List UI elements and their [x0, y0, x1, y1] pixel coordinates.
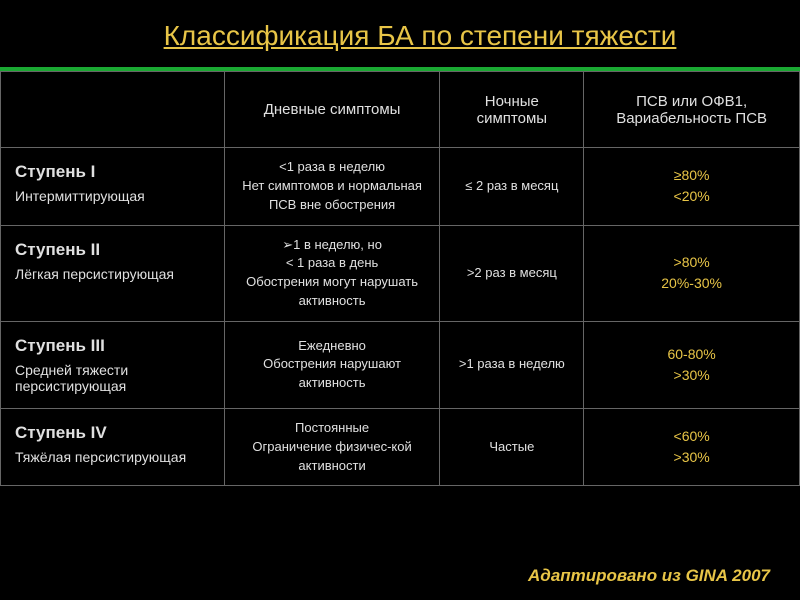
stage-cell: Ступень I Интермиттирующая — [1, 148, 225, 226]
day-line: ➢1 в неделю, но — [233, 236, 432, 255]
psv-line: 60-80% — [592, 344, 791, 365]
day-line: Обострения могут нарушать активность — [233, 273, 432, 311]
table-row: Ступень III Средней тяжести персистирующ… — [1, 321, 800, 408]
stage-title: Ступень III — [15, 336, 214, 356]
header-psv: ПСВ или ОФВ1, Вариабельность ПСВ — [584, 72, 800, 148]
psv-line: <20% — [592, 186, 791, 207]
psv-line: >80% — [592, 252, 791, 273]
day-cell: Постоянные Ограничение физичес-кой актив… — [224, 408, 440, 486]
stage-cell: Ступень II Лёгкая персистирующая — [1, 225, 225, 321]
stage-cell: Ступень III Средней тяжести персистирующ… — [1, 321, 225, 408]
day-line: < 1 раза в день — [233, 254, 432, 273]
psv-cell: ≥80% <20% — [584, 148, 800, 226]
psv-cell: >80% 20%-30% — [584, 225, 800, 321]
slide-title: Классификация БА по степени тяжести — [0, 0, 800, 67]
table-row: Ступень II Лёгкая персистирующая ➢1 в не… — [1, 225, 800, 321]
day-line: Обострения нарушают активность — [233, 355, 432, 393]
header-day: Дневные симптомы — [224, 72, 440, 148]
day-cell: ➢1 в неделю, но < 1 раза в день Обострен… — [224, 225, 440, 321]
table-row: Ступень I Интермиттирующая <1 раза в нед… — [1, 148, 800, 226]
classification-table: Дневные симптомы Ночные симптомы ПСВ или… — [0, 71, 800, 486]
psv-line: 20%-30% — [592, 273, 791, 294]
day-line: Ограничение физичес-кой активности — [233, 438, 432, 476]
stage-sub: Лёгкая персистирующая — [15, 266, 214, 282]
stage-sub: Средней тяжести персистирующая — [15, 362, 214, 394]
header-night: Ночные симптомы — [440, 72, 584, 148]
day-line: Ежедневно — [233, 337, 432, 356]
stage-title: Ступень II — [15, 240, 214, 260]
footer-citation: Адаптировано из GINA 2007 — [528, 566, 770, 586]
psv-cell: 60-80% >30% — [584, 321, 800, 408]
night-cell: >1 раза в неделю — [440, 321, 584, 408]
night-cell: ≤ 2 раз в месяц — [440, 148, 584, 226]
day-line: Нет симптомов и нормальная ПСВ вне обост… — [233, 177, 432, 215]
psv-line: >30% — [592, 447, 791, 468]
psv-line: <60% — [592, 426, 791, 447]
stage-sub: Интермиттирующая — [15, 188, 214, 204]
day-cell: Ежедневно Обострения нарушают активность — [224, 321, 440, 408]
header-stage — [1, 72, 225, 148]
stage-cell: Ступень IV Тяжёлая персистирующая — [1, 408, 225, 486]
psv-line: >30% — [592, 365, 791, 386]
day-cell: <1 раза в неделю Нет симптомов и нормаль… — [224, 148, 440, 226]
psv-line: ≥80% — [592, 165, 791, 186]
table-row: Ступень IV Тяжёлая персистирующая Постоя… — [1, 408, 800, 486]
stage-sub: Тяжёлая персистирующая — [15, 449, 214, 465]
day-line: <1 раза в неделю — [233, 158, 432, 177]
stage-title: Ступень I — [15, 162, 214, 182]
night-cell: Частые — [440, 408, 584, 486]
psv-cell: <60% >30% — [584, 408, 800, 486]
stage-title: Ступень IV — [15, 423, 214, 443]
night-cell: >2 раз в месяц — [440, 225, 584, 321]
day-line: Постоянные — [233, 419, 432, 438]
